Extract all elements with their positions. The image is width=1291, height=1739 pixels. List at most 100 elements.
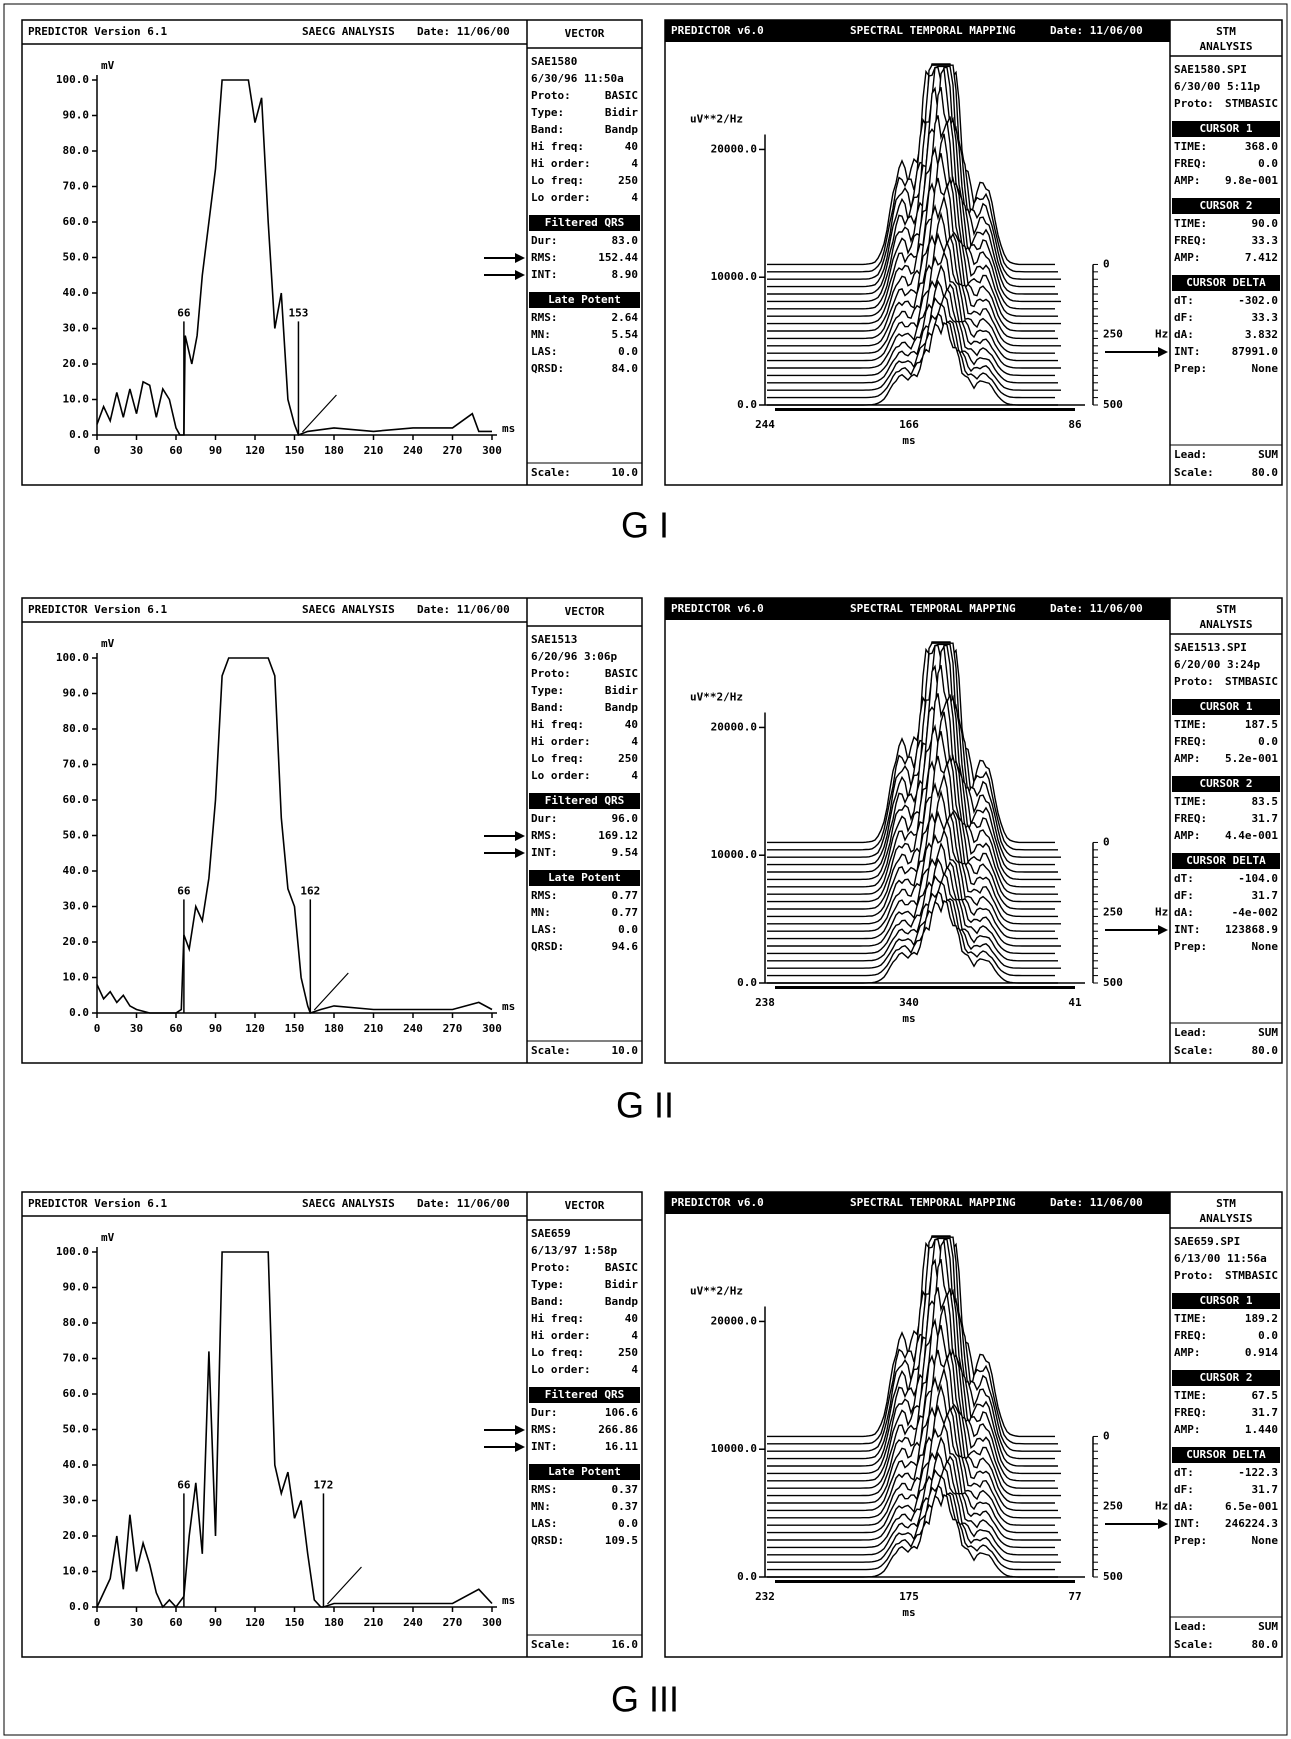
- section-heading: Filtered QRS: [545, 1388, 624, 1401]
- sidebar-value: 7.412: [1245, 251, 1278, 264]
- sidebar-label: Scale:: [531, 466, 571, 479]
- sidebar-value: 4: [631, 735, 638, 748]
- header-text: PREDICTOR v6.0: [671, 24, 764, 37]
- sidebar-label: FREQ:: [1174, 1406, 1207, 1419]
- sidebar-value: 31.7: [1252, 1406, 1279, 1419]
- spectrum-trace: [767, 263, 1061, 369]
- sidebar-text: SAE1513: [531, 633, 577, 646]
- sidebar-label: dA:: [1174, 906, 1194, 919]
- x-tick-label: 90: [209, 444, 222, 457]
- sidebar-value: 8.90: [612, 268, 639, 281]
- x-tick-label: 180: [324, 1616, 344, 1629]
- x-axis-label: ms: [902, 1012, 915, 1025]
- y-tick-label: 20.0: [63, 935, 90, 948]
- sidebar-value: 6.5e-001: [1225, 1500, 1278, 1513]
- figure-label: G III: [611, 1679, 679, 1720]
- sidebar-label: MN:: [531, 906, 551, 919]
- header-text: PREDICTOR Version 6.1: [28, 603, 167, 616]
- section-heading: Late Potent: [548, 1465, 621, 1478]
- y-tick-label: 100.0: [56, 1245, 89, 1258]
- sidebar-value: 16.0: [612, 1638, 639, 1651]
- sidebar-label: Scale:: [1174, 1638, 1214, 1651]
- sidebar-value: SUM: [1258, 1620, 1278, 1633]
- y-tick-label: 40.0: [63, 286, 90, 299]
- spectrum-trace: [767, 731, 1061, 903]
- section-bar: [1172, 853, 1280, 869]
- sidebar-value: 4: [631, 191, 638, 204]
- spectrum-trace: [767, 1350, 1055, 1505]
- y-tick-label: 60.0: [63, 1387, 90, 1400]
- time-axis-bar: [775, 1580, 1075, 1583]
- y-tick-label: 100.0: [56, 73, 89, 86]
- y-tick-label: 60.0: [63, 793, 90, 806]
- sidebar-title: VECTOR: [565, 1199, 605, 1212]
- sidebar-label: Dur:: [531, 812, 558, 825]
- sidebar-label: Dur:: [531, 234, 558, 247]
- x-axis-label: ms: [502, 1000, 515, 1013]
- x-tick-label: 120: [245, 1022, 265, 1035]
- sidebar-label: Lead:: [1174, 1620, 1207, 1633]
- freq-tick-label: 500: [1103, 976, 1123, 989]
- x-tick-label: 60: [169, 1022, 182, 1035]
- y-axis-label: uV**2/Hz: [690, 112, 743, 125]
- sidebar-value: 0.0: [618, 1517, 638, 1530]
- sidebar-value: 250: [618, 752, 638, 765]
- spectrum-trace: [767, 711, 1058, 895]
- freq-tick-label: 0: [1103, 835, 1110, 848]
- spectrum-trace: [767, 1369, 1059, 1512]
- header-text: SAECG ANALYSIS: [302, 25, 395, 38]
- x-tick-label: 270: [443, 1022, 463, 1035]
- sidebar-label: Type:: [531, 1278, 564, 1291]
- spectrum-trace: [767, 828, 1058, 940]
- sidebar-label: Lo order:: [531, 1363, 591, 1376]
- sidebar-label: Proto:: [1174, 97, 1214, 110]
- y-axis-label: mV: [101, 1231, 115, 1244]
- sidebar-value: 0.37: [612, 1483, 639, 1496]
- spectrum-trace: [767, 177, 1055, 332]
- spectrum-trace: [767, 232, 1055, 354]
- sidebar-value: 40: [625, 718, 638, 731]
- sidebar-label: AMP:: [1174, 752, 1201, 765]
- sidebar-label: Scale:: [1174, 466, 1214, 479]
- spectrum-trace: [767, 64, 1058, 273]
- section-bar: [1172, 1293, 1280, 1309]
- sidebar-label: FREQ:: [1174, 234, 1207, 247]
- sidebar-value: -4e-002: [1232, 906, 1278, 919]
- sidebar-label: Lo freq:: [531, 752, 584, 765]
- spectrum-trace: [767, 1239, 1055, 1460]
- freq-tick-label: 250: [1103, 1500, 1123, 1513]
- figure-label: G II: [616, 1085, 674, 1126]
- sidebar-label: Lo order:: [531, 769, 591, 782]
- spectrum-trace: [767, 1287, 1055, 1482]
- sidebar-value: 94.6: [612, 940, 639, 953]
- spectrum-trace: [767, 900, 1059, 984]
- section-bar: [529, 870, 640, 886]
- sidebar-value: Bidir: [605, 106, 638, 119]
- spectrum-trace: [767, 194, 1058, 340]
- sidebar-label: TIME:: [1174, 1312, 1207, 1325]
- sidebar-value: 31.7: [1252, 889, 1279, 902]
- spectrum-trace: [767, 1424, 1059, 1534]
- sidebar-label: Band:: [531, 123, 564, 136]
- sidebar-value: 31.7: [1252, 1483, 1279, 1496]
- sidebar-value: 2.64: [612, 311, 639, 324]
- sidebar-label: Proto:: [531, 1261, 571, 1274]
- sidebar-title: ANALYSIS: [1200, 618, 1253, 631]
- header-text: SPECTRAL TEMPORAL MAPPING: [850, 602, 1016, 615]
- sidebar-value: 368.0: [1245, 140, 1278, 153]
- y-axis-label: uV**2/Hz: [690, 690, 743, 703]
- y-tick-label: 50.0: [63, 1423, 90, 1436]
- x-tick-label: 90: [209, 1022, 222, 1035]
- spectrum-trace: [767, 775, 1059, 918]
- arrow-head: [515, 270, 525, 280]
- spectrum-trace: [767, 1494, 1059, 1578]
- x-tick-label: 150: [285, 1022, 305, 1035]
- header-text: PREDICTOR Version 6.1: [28, 1197, 167, 1210]
- sidebar-value: SUM: [1258, 1026, 1278, 1039]
- x-tick-label: 120: [245, 444, 265, 457]
- page-frame: [3, 3, 1288, 1736]
- header-bar: [665, 20, 1170, 42]
- sidebar-value: 40: [625, 1312, 638, 1325]
- sidebar-label: INT:: [1174, 1517, 1201, 1530]
